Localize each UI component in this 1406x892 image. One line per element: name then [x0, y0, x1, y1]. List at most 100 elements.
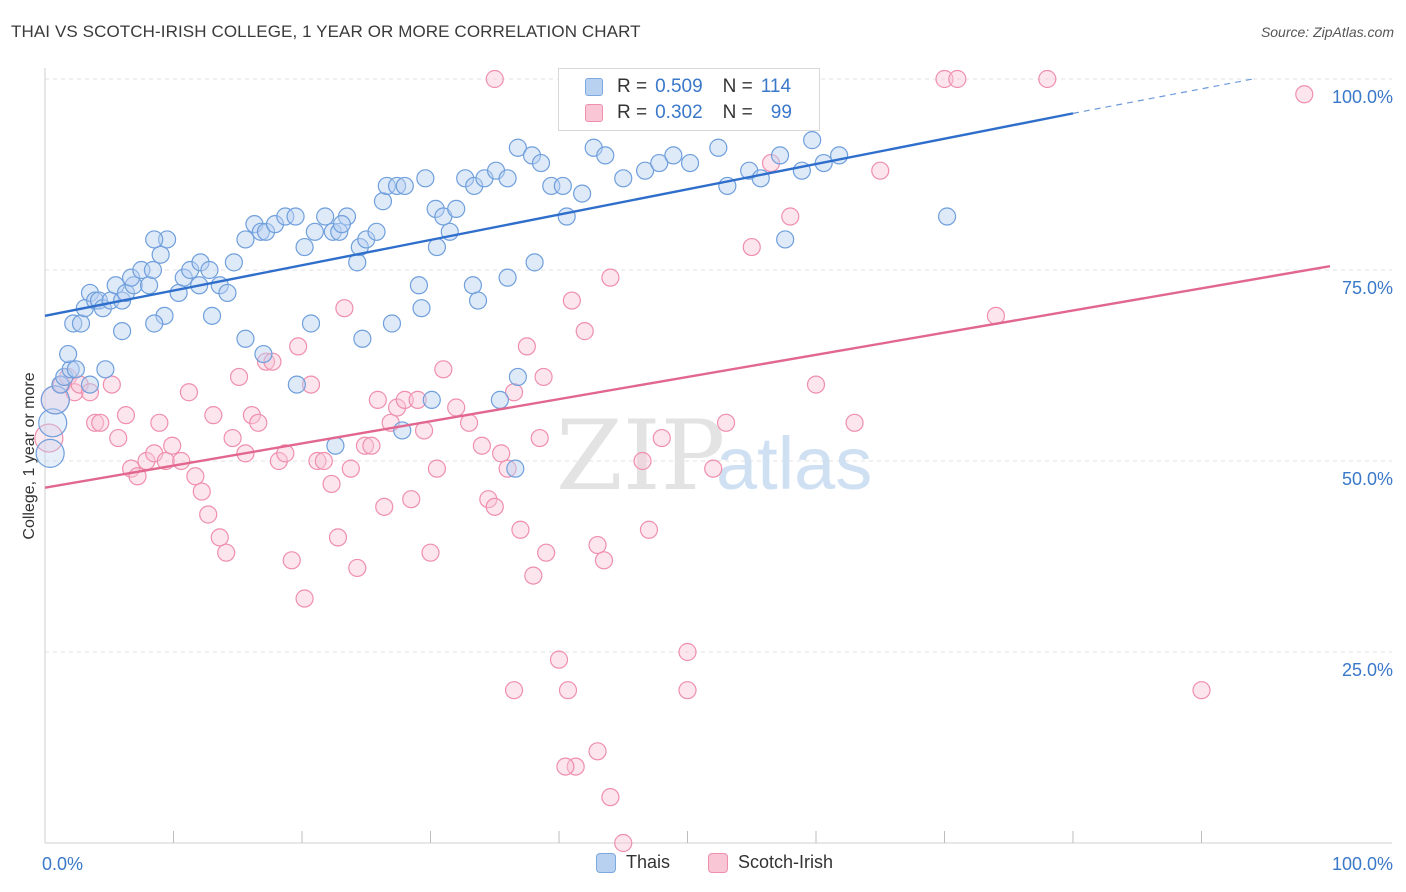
- source-label: Source: ZipAtlas.com: [1260, 24, 1394, 40]
- thais-point-68: [508, 138, 527, 157]
- x-tick-label-100: 100.0%: [1332, 854, 1393, 874]
- scotch-point-53: [395, 390, 414, 409]
- thais-point-6: [59, 344, 78, 364]
- thais-point-80: [680, 153, 700, 173]
- scotch-point-34: [269, 451, 288, 471]
- scotch-point-79: [601, 268, 620, 287]
- scotch-point-16: [150, 413, 169, 432]
- thais-point-91: [525, 253, 544, 272]
- scotch-point-92: [935, 69, 954, 89]
- thais-trend-line: [44, 112, 1074, 318]
- legend-row-thais: R = 0.509 N = 114: [585, 74, 791, 100]
- watermark: ZIP atlas: [556, 400, 872, 512]
- scotch-point-22: [192, 482, 211, 501]
- scotch-point-89: [806, 375, 826, 394]
- thais-point-81: [709, 138, 728, 157]
- scotch-point-10: [109, 428, 128, 448]
- thais-point-43: [305, 222, 324, 241]
- scotch-trend-line: [44, 264, 1331, 489]
- scotch-point-24: [204, 406, 223, 425]
- scotch-point-71: [530, 428, 549, 448]
- thais-r-label: R =: [617, 76, 648, 97]
- scotch-point-85: [716, 413, 736, 432]
- thais-point-110: [508, 367, 527, 387]
- thais-point-116: [287, 375, 306, 394]
- thais-point-73: [573, 184, 592, 203]
- thais-point-28: [174, 268, 193, 287]
- gridlines: [45, 78, 1392, 653]
- thais-point-104: [145, 314, 164, 333]
- thais-point-48: [332, 215, 351, 234]
- y-tick-label-100: 100.0%: [1332, 87, 1393, 107]
- scotch-r-label: R =: [617, 102, 648, 123]
- thais-point-29: [181, 260, 200, 280]
- thais-point-9: [71, 314, 91, 333]
- thais-point-44: [316, 207, 335, 226]
- scotch-legend-swatch: [708, 852, 728, 873]
- scotch-point-39: [301, 375, 321, 394]
- scotch-legend-label: Scotch-Irish: [738, 852, 834, 872]
- thais-point-96: [382, 314, 402, 333]
- thais-point-106: [96, 360, 115, 379]
- scotch-point-97: [1295, 85, 1314, 104]
- thais-point-31: [200, 260, 219, 280]
- scotch-point-96: [1192, 681, 1211, 700]
- scotch-point-20: [179, 383, 199, 402]
- scotch-point-106: [601, 788, 620, 807]
- thais-point-35: [236, 230, 255, 249]
- scotch-point-78: [594, 551, 614, 570]
- thais-point-114: [506, 459, 525, 478]
- scotch-point-59: [434, 360, 453, 379]
- thais-point-95: [412, 299, 431, 318]
- thais-point-34: [224, 253, 243, 272]
- y-axis-label: College, 1 year or more: [21, 372, 38, 540]
- scotch-point-103: [566, 757, 585, 776]
- thais-point-92: [498, 268, 517, 287]
- thais-point-23: [143, 260, 163, 280]
- scotch-point-102: [558, 681, 578, 700]
- scotch-point-38: [295, 589, 314, 608]
- thais-point-70: [531, 153, 551, 173]
- scotch-point-77: [588, 535, 607, 555]
- scotch-point-52: [387, 398, 407, 417]
- scotch-point-23: [199, 505, 218, 524]
- scotch-point-95: [1038, 69, 1057, 89]
- scotch-point-58: [427, 459, 447, 478]
- thais-point-41: [286, 207, 305, 226]
- scotch-point-8: [91, 413, 110, 432]
- thais-point-26: [145, 230, 164, 249]
- thais-point-59: [426, 199, 445, 218]
- watermark-atlas: atlas: [716, 422, 872, 505]
- thais-point-94: [427, 237, 447, 257]
- scotch-point-82: [652, 428, 671, 448]
- scotch-point-45: [341, 459, 360, 478]
- scotch-point-81: [639, 520, 659, 539]
- scotch-point-100: [504, 681, 524, 700]
- scotch-point-28: [229, 367, 249, 387]
- scotch-point-93: [948, 69, 967, 89]
- scotch-point-36: [282, 551, 301, 570]
- scotch-point-105: [588, 742, 607, 761]
- thais-point-101: [202, 306, 222, 325]
- scotch-point-42: [322, 474, 341, 494]
- scotch-point-72: [534, 367, 553, 387]
- thais-point-78: [650, 153, 669, 173]
- scotch-r-value: 0.302: [655, 102, 703, 123]
- watermark-zip: ZIP: [556, 400, 725, 512]
- thais-point-7: [66, 360, 85, 379]
- scotch-point-25: [210, 528, 229, 547]
- scotch-point-66: [498, 459, 517, 478]
- scotch-point-26: [217, 543, 236, 562]
- thais-point-117: [468, 291, 488, 310]
- thais-point-56: [395, 176, 414, 196]
- scotch-point-75: [562, 291, 581, 310]
- thais-point-33: [218, 283, 237, 303]
- scotch-point-40: [308, 451, 327, 471]
- thais-point-22: [139, 276, 159, 295]
- scotch-point-67: [504, 383, 524, 402]
- scotch-point-74: [549, 650, 569, 669]
- thais-point-103: [155, 306, 174, 325]
- scotch-swatch: [585, 104, 603, 122]
- scotch-point-30: [242, 406, 261, 425]
- scotch-point-99: [678, 681, 697, 700]
